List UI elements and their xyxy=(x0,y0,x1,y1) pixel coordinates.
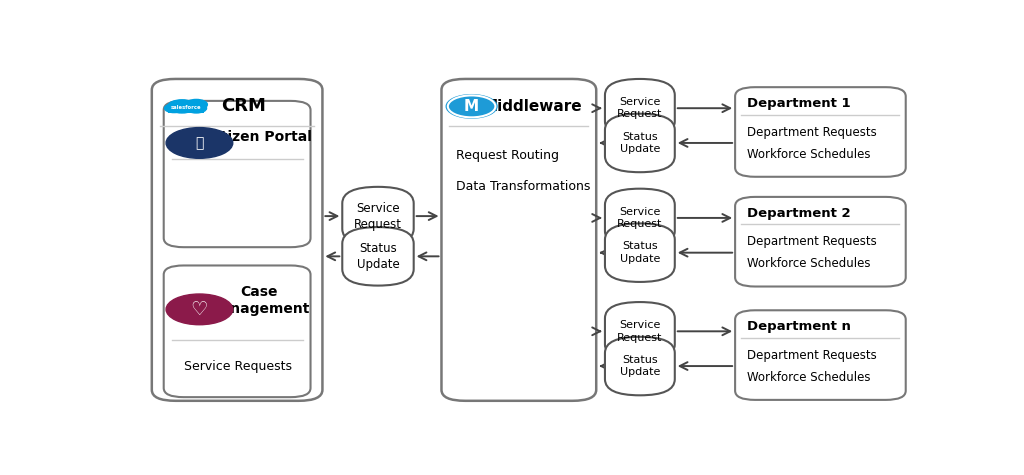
Text: Status
Update: Status Update xyxy=(356,242,399,271)
FancyBboxPatch shape xyxy=(164,266,310,397)
Text: Service
Request: Service Request xyxy=(617,97,663,119)
FancyBboxPatch shape xyxy=(342,187,414,246)
Circle shape xyxy=(168,100,197,113)
Text: Service
Request: Service Request xyxy=(617,207,663,229)
Circle shape xyxy=(165,104,183,113)
Circle shape xyxy=(185,99,208,110)
Text: Department 2: Department 2 xyxy=(748,207,851,220)
FancyBboxPatch shape xyxy=(605,114,675,172)
FancyBboxPatch shape xyxy=(605,337,675,395)
FancyBboxPatch shape xyxy=(735,197,905,286)
Text: salesforce: salesforce xyxy=(171,104,202,110)
FancyBboxPatch shape xyxy=(735,87,905,177)
FancyBboxPatch shape xyxy=(164,101,310,247)
FancyBboxPatch shape xyxy=(735,310,905,400)
Text: Department Requests: Department Requests xyxy=(748,126,877,139)
Text: Service
Request: Service Request xyxy=(617,320,663,342)
FancyBboxPatch shape xyxy=(152,79,323,401)
FancyBboxPatch shape xyxy=(605,79,675,137)
Text: Workforce Schedules: Workforce Schedules xyxy=(748,257,870,270)
Circle shape xyxy=(186,104,207,113)
Text: M: M xyxy=(464,99,479,114)
Text: Department Requests: Department Requests xyxy=(748,236,877,248)
Circle shape xyxy=(444,94,499,119)
Text: Service Requests: Service Requests xyxy=(183,360,292,372)
Circle shape xyxy=(166,128,232,158)
Text: Middleware: Middleware xyxy=(483,99,583,114)
Text: Department n: Department n xyxy=(748,320,851,333)
Circle shape xyxy=(166,294,232,325)
Text: Status
Update: Status Update xyxy=(620,241,660,264)
Circle shape xyxy=(446,95,497,118)
Text: Status
Update: Status Update xyxy=(620,132,660,154)
FancyBboxPatch shape xyxy=(168,106,204,113)
FancyBboxPatch shape xyxy=(605,189,675,247)
Text: Workforce Schedules: Workforce Schedules xyxy=(748,370,870,384)
Text: Service
Request: Service Request xyxy=(354,201,402,230)
Text: 🖥: 🖥 xyxy=(196,136,204,150)
Text: CRM: CRM xyxy=(220,97,265,115)
Text: ♡: ♡ xyxy=(190,300,208,319)
Text: Request Routing: Request Routing xyxy=(456,149,559,162)
Text: Case
Management: Case Management xyxy=(208,285,310,316)
FancyBboxPatch shape xyxy=(342,227,414,285)
Text: Data Transformations: Data Transformations xyxy=(456,180,590,193)
Text: Status
Update: Status Update xyxy=(620,355,660,377)
Text: Workforce Schedules: Workforce Schedules xyxy=(748,148,870,161)
FancyBboxPatch shape xyxy=(441,79,596,401)
Text: Department 1: Department 1 xyxy=(748,97,851,110)
FancyBboxPatch shape xyxy=(605,223,675,282)
Text: Department Requests: Department Requests xyxy=(748,349,877,362)
FancyBboxPatch shape xyxy=(605,302,675,361)
Text: Citizen Portal: Citizen Portal xyxy=(206,131,312,144)
